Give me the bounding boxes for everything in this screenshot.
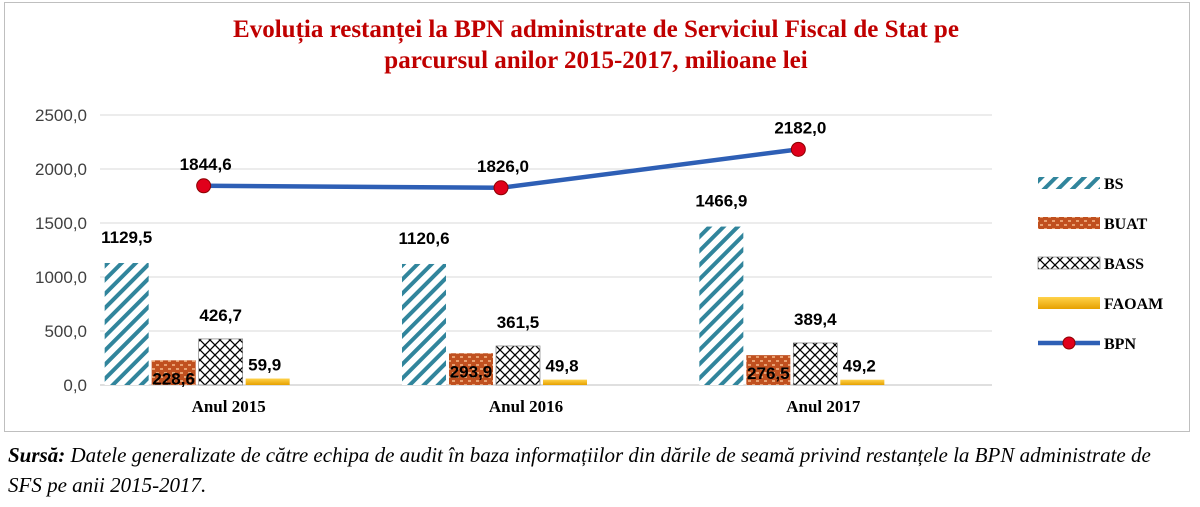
legend-label-bpn: BPN — [1104, 336, 1136, 353]
bar-buat — [449, 353, 493, 385]
chart-title: Evoluția restanței la BPN administrate d… — [0, 14, 1192, 76]
y-tick-label: 0,0 — [63, 376, 87, 395]
data-label-bass: 426,7 — [199, 306, 242, 325]
y-tick-label: 1000,0 — [35, 268, 87, 287]
data-label-bs: 1129,5 — [101, 228, 152, 247]
legend-marker-bpn — [1062, 336, 1076, 350]
line-marker-bpn — [790, 141, 806, 157]
x-tick-label: Anul 2016 — [489, 397, 563, 416]
data-label-buat: 293,9 — [450, 362, 493, 381]
data-label-bpn: 2182,0 — [774, 118, 826, 137]
y-tick-label: 500,0 — [44, 322, 87, 341]
bar-faoam — [543, 379, 587, 385]
legend-label-buat: BUAT — [1104, 216, 1148, 233]
legend-label-bass: BASS — [1104, 256, 1144, 273]
chart-svg: 0,0 500,0 1000,0 1500,0 2000,0 2500,0 Anul 201… — [35, 106, 1163, 416]
chart-title-line-2: parcursul anilor 2015-2017, milioane lei — [384, 47, 808, 74]
data-label-bass: 361,5 — [497, 313, 540, 332]
chart-title-line-1: Evoluția restanței la BPN administrate d… — [233, 16, 959, 43]
bar-bass — [198, 338, 244, 386]
line-marker-bpn — [196, 178, 212, 194]
bar-bs — [402, 263, 446, 385]
bar-buat — [151, 360, 196, 385]
data-label-faoam: 49,2 — [843, 357, 876, 376]
legend-swatch-faoam — [1038, 297, 1100, 309]
bar-buat — [746, 355, 791, 385]
x-tick-label: Anul 2017 — [786, 397, 861, 416]
legend-label-faoam: FAOAM — [1104, 296, 1163, 313]
legend-label-bs: BS — [1104, 176, 1124, 193]
source-note: Sursă: Datele generalizate de către echi… — [8, 440, 1188, 500]
bar-bs — [699, 226, 744, 385]
line-marker-bpn — [493, 180, 509, 196]
bar-faoam — [245, 378, 290, 385]
bar-bs — [104, 263, 149, 385]
legend-swatch-bs — [1038, 177, 1100, 189]
x-tick-label: Anul 2015 — [192, 397, 266, 416]
source-label: Sursă: — [8, 443, 66, 467]
data-label-bpn: 1844,6 — [180, 155, 232, 174]
data-label-buat: 228,6 — [152, 369, 195, 388]
bar-bass — [495, 345, 541, 386]
data-label-bass: 389,4 — [794, 310, 837, 329]
data-label-faoam: 49,8 — [545, 357, 578, 376]
bar-bass — [792, 342, 838, 386]
data-label-bs: 1466,9 — [695, 192, 747, 211]
y-tick-label: 1500,0 — [35, 214, 87, 233]
legend-swatch-buat — [1038, 217, 1100, 229]
data-label-bpn: 1826,0 — [477, 157, 529, 176]
data-label-faoam: 59,9 — [248, 356, 281, 375]
legend-swatch-bass — [1037, 256, 1101, 270]
data-label-bs: 1120,6 — [398, 229, 449, 248]
source-text: Datele generalizate de către echipa de a… — [8, 443, 1151, 497]
y-tick-label: 2500,0 — [35, 106, 87, 125]
y-tick-label: 2000,0 — [35, 160, 87, 179]
bar-faoam — [840, 379, 885, 385]
data-label-buat: 276,5 — [747, 364, 790, 383]
